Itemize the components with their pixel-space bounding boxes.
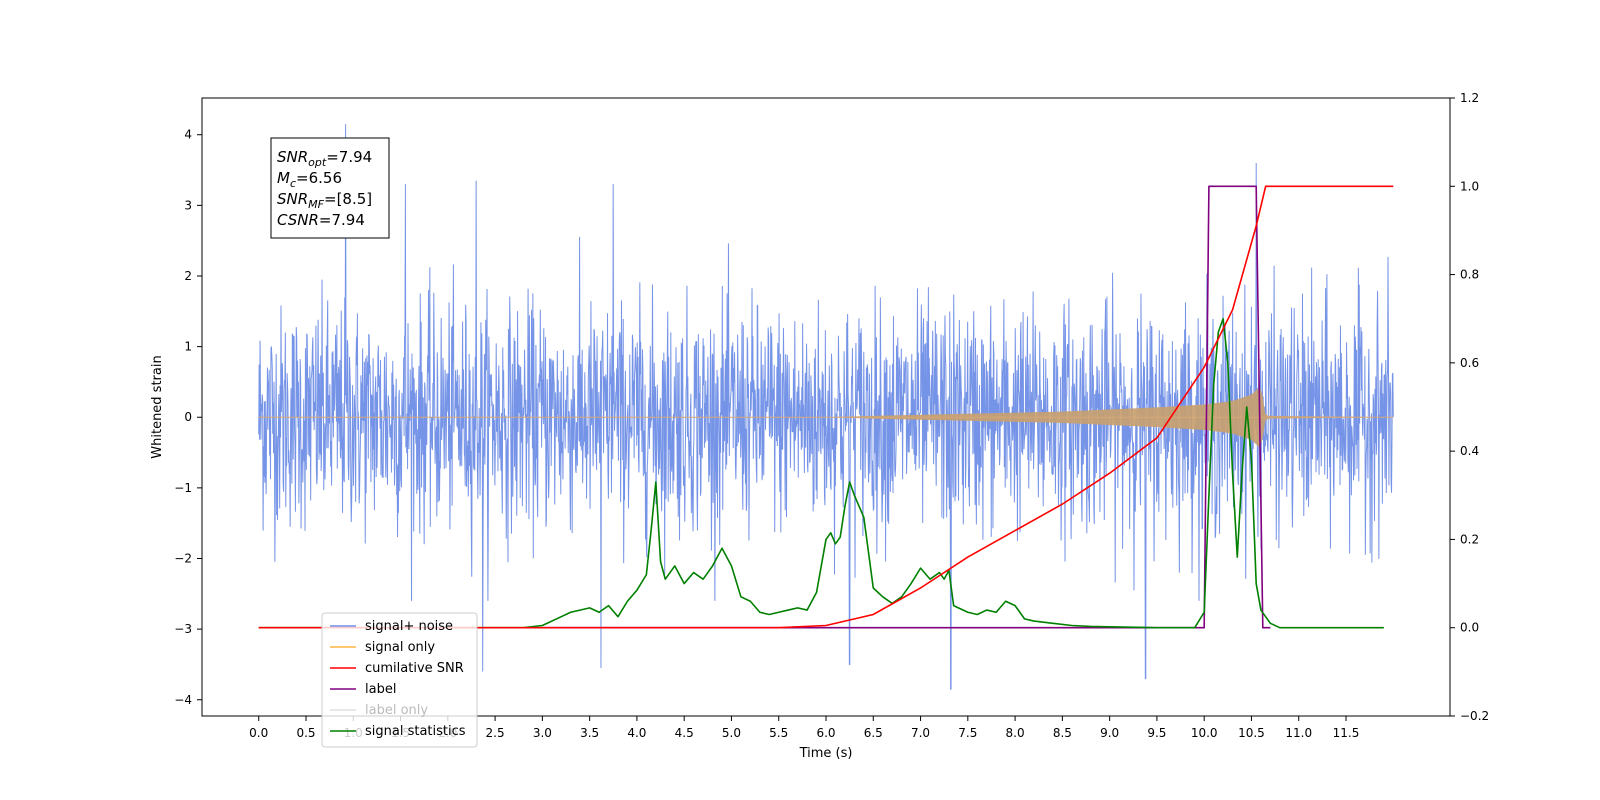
info-box-entry: Mc=6.56 — [277, 169, 342, 190]
x-tick-label: 3.0 — [533, 726, 552, 740]
info-box-entry: SNRopt=7.94 — [277, 148, 372, 169]
x-tick-label: 5.0 — [722, 726, 741, 740]
x-tick-label: 0.5 — [296, 726, 315, 740]
label-line — [542, 185, 1271, 629]
legend: signal+ noise signal only cumilative SNR la… — [321, 612, 478, 748]
legend-entry: signal statistics — [365, 724, 466, 739]
y2-tick-label: 0.2 — [1460, 532, 1479, 546]
y-tick-label: 3 — [184, 198, 192, 212]
x-tick-label: 6.0 — [816, 726, 835, 740]
legend-entry: label only — [365, 703, 428, 718]
y2-tick-label: 0.4 — [1460, 444, 1479, 458]
x-tick-label: 6.5 — [864, 726, 883, 740]
legend-entry: cumilative SNR — [365, 661, 464, 676]
y-tick-label: −4 — [174, 693, 192, 707]
y-axis-label: Whitened strain — [150, 355, 165, 458]
y-tick-label: 2 — [184, 269, 192, 283]
info-box-frame — [270, 137, 390, 239]
y2-tick-label: 0.8 — [1460, 268, 1479, 282]
y-tick-label: 1 — [184, 340, 192, 354]
x-tick-label: 0.0 — [249, 726, 268, 740]
x-tick-label: 8.5 — [1053, 726, 1072, 740]
signal-statistics-line — [258, 317, 1384, 629]
x-tick-label: 9.5 — [1147, 726, 1166, 740]
right-axis-series — [258, 185, 1394, 629]
x-tick-label: 3.5 — [580, 726, 599, 740]
x-tick-label: 7.5 — [958, 726, 977, 740]
y2-tick-label: 1.0 — [1460, 179, 1479, 193]
x-tick-label: 2.5 — [486, 726, 505, 740]
cumulative-snr-line — [258, 185, 1394, 629]
legend-entry: label — [365, 682, 396, 697]
y-tick-label: 4 — [184, 128, 192, 142]
x-tick-label: 9.0 — [1100, 726, 1119, 740]
x-tick-label: 11.0 — [1285, 726, 1312, 740]
y-tick-label: 0 — [184, 410, 192, 424]
x-tick-label: 4.0 — [627, 726, 646, 740]
y2-tick-label: −0.2 — [1460, 709, 1489, 723]
y-tick-label: −1 — [174, 481, 192, 495]
x-tick-label: 11.5 — [1333, 726, 1360, 740]
y2-tick-label: 0.0 — [1460, 621, 1479, 635]
legend-entry: signal+ noise — [365, 619, 453, 634]
info-box-entry: SNRMF=[8.5] — [277, 190, 372, 211]
y2-tick-label: 1.2 — [1460, 91, 1479, 105]
x-tick-label: 5.5 — [769, 726, 788, 740]
signal-only-series — [258, 386, 1394, 448]
x-tick-label: 8.0 — [1006, 726, 1025, 740]
y-tick-label: −2 — [174, 551, 192, 565]
x-axis-label: Time (s) — [799, 746, 853, 761]
legend-frame — [321, 612, 478, 748]
x-tick-label: 10.0 — [1191, 726, 1218, 740]
y2-tick-label: 0.6 — [1460, 356, 1479, 370]
y-axis-left: −4 −3 −2 −1 0 1 2 3 4 — [174, 128, 202, 707]
info-box-entry: CSNR=7.94 — [277, 211, 365, 229]
y-axis-right: −0.2 0.0 0.2 0.4 0.6 0.8 1.0 1.2 — [1450, 91, 1489, 723]
x-tick-label: 4.5 — [675, 726, 694, 740]
x-tick-label: 10.5 — [1238, 726, 1265, 740]
y-tick-label: −3 — [174, 622, 192, 636]
x-tick-label: 7.0 — [911, 726, 930, 740]
legend-entry: signal only — [365, 640, 435, 655]
